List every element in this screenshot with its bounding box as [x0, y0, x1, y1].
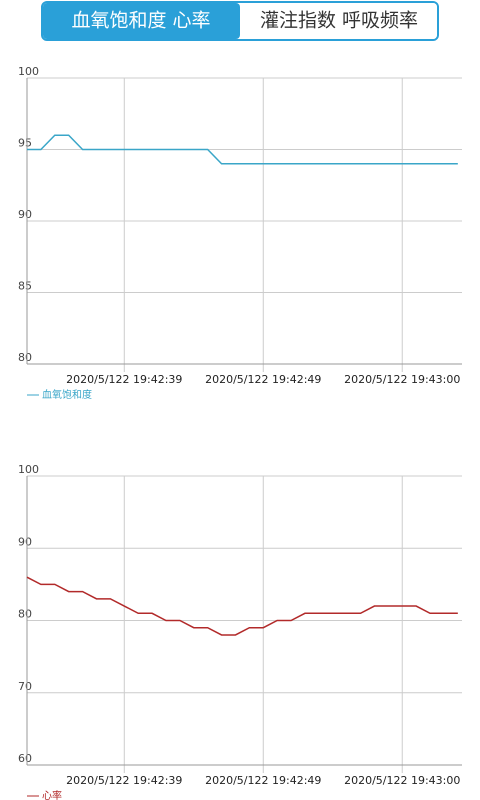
x-tick-label: 2020/5/122 19:42:39: [66, 373, 182, 386]
data-line: [27, 134, 458, 165]
y-tick-label: 100: [18, 65, 39, 78]
legend-entry: 血氧饱和度: [42, 388, 92, 401]
tab[interactable]: 血氧饱和度 心率: [71, 10, 210, 32]
legend-entry: 心率: [42, 789, 62, 800]
tab[interactable]: 灌注指数 呼吸频率: [260, 10, 418, 32]
tab-background: [43, 3, 240, 39]
x-tick-label: 2020/5/122 19:42:49: [205, 373, 321, 386]
y-tick-label: 90: [18, 208, 32, 221]
x-tick-label: 2020/5/122 19:42:39: [66, 774, 182, 787]
x-tick-label: 2020/5/122 19:43:00: [344, 774, 460, 787]
data-line: [26, 576, 458, 636]
x-tick-label: 2020/5/122 19:43:00: [344, 373, 460, 386]
tab-background: [240, 3, 437, 39]
y-tick-label: 85: [18, 280, 32, 293]
x-tick-label: 2020/5/122 19:42:49: [205, 774, 321, 787]
y-tick-label: 95: [18, 137, 32, 150]
y-tick-label: 80: [18, 608, 32, 621]
y-tick-label: 60: [18, 752, 32, 765]
y-tick-label: 90: [18, 535, 32, 548]
y-tick-label: 80: [18, 351, 32, 364]
y-tick-label: 100: [18, 463, 39, 476]
y-tick-label: 70: [18, 680, 32, 693]
